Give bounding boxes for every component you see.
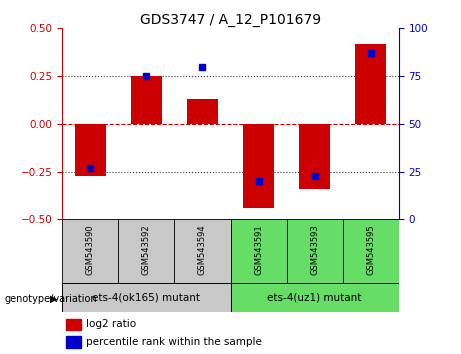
Bar <box>131 76 162 124</box>
Text: GSM543591: GSM543591 <box>254 224 263 275</box>
Bar <box>230 283 399 312</box>
Bar <box>187 99 218 124</box>
Bar <box>299 124 330 189</box>
Bar <box>62 283 230 312</box>
Bar <box>287 219 343 283</box>
Text: log2 ratio: log2 ratio <box>86 319 136 329</box>
Bar <box>65 336 81 348</box>
Bar <box>243 124 274 208</box>
Text: GSM543590: GSM543590 <box>86 224 95 275</box>
Bar <box>118 219 174 283</box>
Text: ets-4(uz1) mutant: ets-4(uz1) mutant <box>267 292 362 302</box>
Text: ▶: ▶ <box>50 294 58 304</box>
Text: ets-4(ok165) mutant: ets-4(ok165) mutant <box>92 292 201 302</box>
Bar <box>62 219 118 283</box>
Bar <box>65 319 81 330</box>
Bar <box>343 219 399 283</box>
Text: GSM543595: GSM543595 <box>366 224 375 275</box>
Bar <box>174 219 230 283</box>
Bar <box>230 219 287 283</box>
Text: GSM543592: GSM543592 <box>142 224 151 275</box>
Text: GSM543593: GSM543593 <box>310 224 319 275</box>
Text: genotype/variation: genotype/variation <box>5 294 97 304</box>
Bar <box>355 44 386 124</box>
Bar <box>75 124 106 176</box>
Title: GDS3747 / A_12_P101679: GDS3747 / A_12_P101679 <box>140 13 321 27</box>
Text: percentile rank within the sample: percentile rank within the sample <box>86 337 262 347</box>
Text: GSM543594: GSM543594 <box>198 224 207 275</box>
